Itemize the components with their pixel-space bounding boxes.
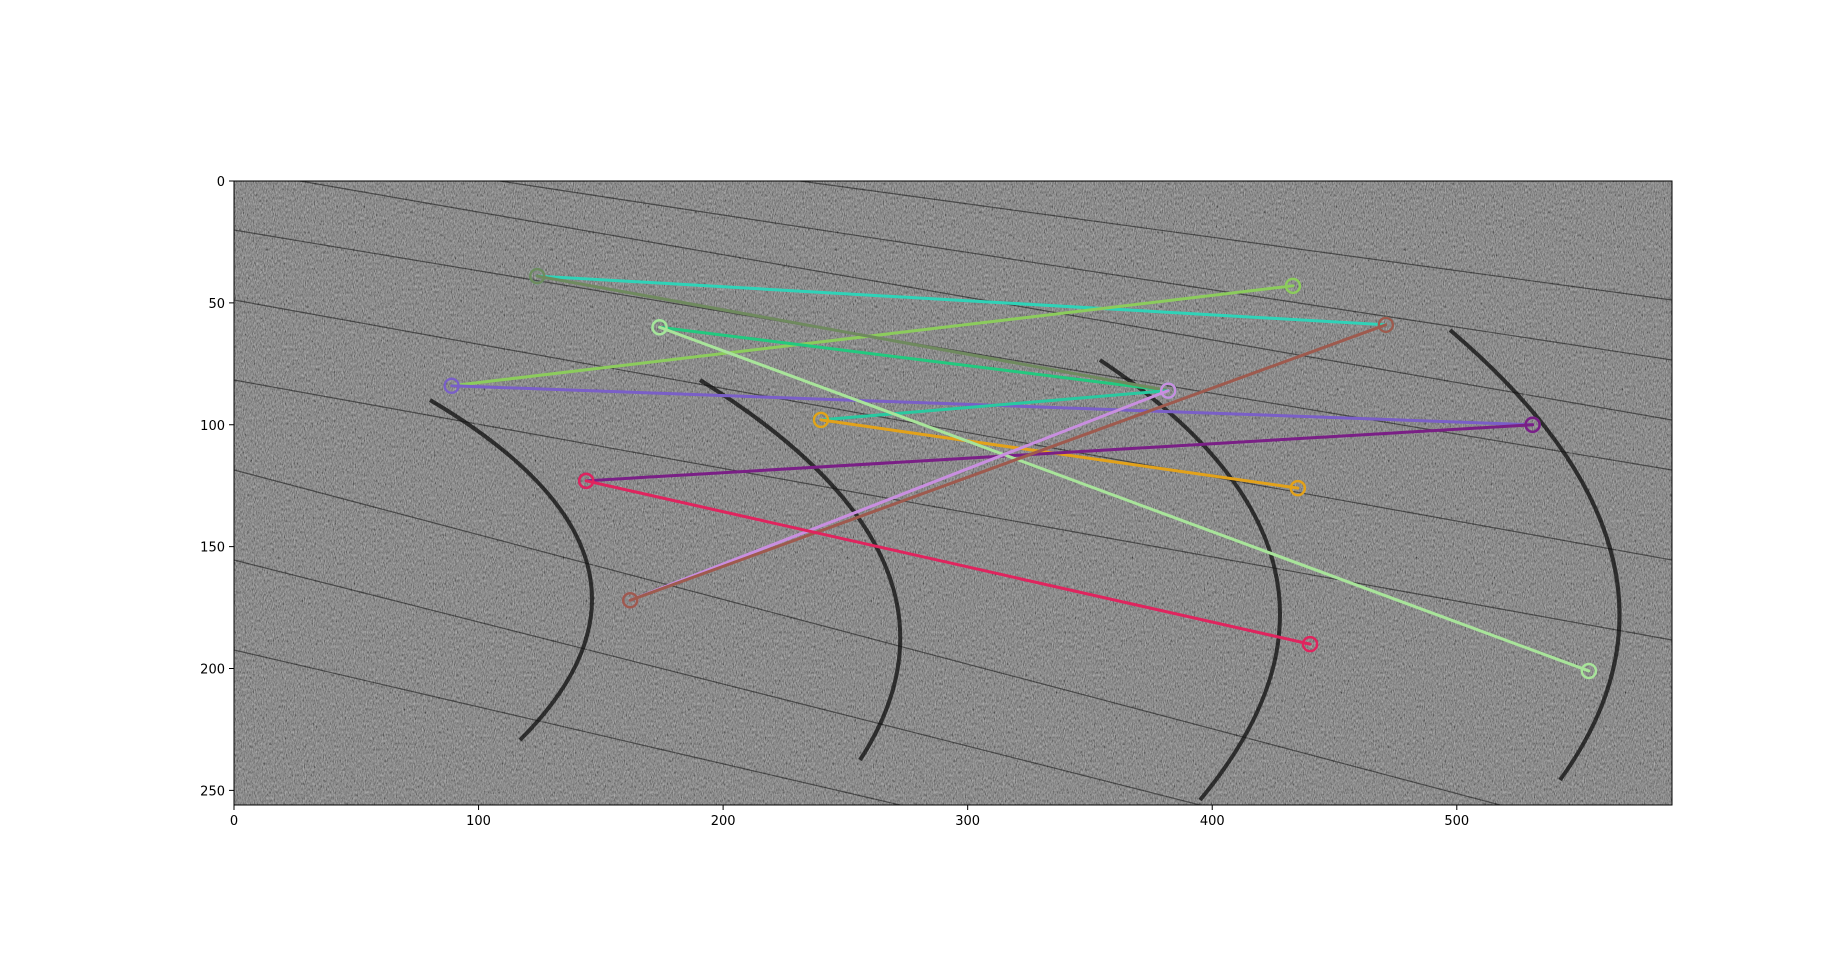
keypoint-right bbox=[1289, 479, 1307, 497]
sonar-arc-highlights bbox=[435, 327, 1627, 799]
x-tick-label: 0 bbox=[230, 814, 238, 829]
match-line bbox=[535, 274, 1388, 327]
y-tick-label: 50 bbox=[208, 297, 225, 312]
y-tick-label: 250 bbox=[200, 784, 225, 799]
match-line bbox=[658, 325, 1591, 673]
keypoint-left bbox=[443, 377, 460, 394]
x-tick-label: 400 bbox=[1200, 814, 1225, 829]
keypoint-right bbox=[1159, 382, 1177, 399]
match-9 bbox=[651, 319, 1598, 680]
match-11 bbox=[621, 316, 1395, 609]
y-tick-label: 0 bbox=[217, 175, 225, 190]
matches-layer bbox=[443, 267, 1598, 680]
plot-area bbox=[234, 181, 1672, 805]
y-tick-label: 200 bbox=[200, 663, 225, 678]
keypoint-left bbox=[529, 267, 546, 285]
match-12 bbox=[577, 472, 1319, 653]
y-tick-label: 100 bbox=[200, 419, 225, 434]
keypoint-right bbox=[1301, 635, 1319, 653]
keypoint-left bbox=[812, 411, 830, 429]
keypoint-right bbox=[1580, 662, 1598, 680]
keypoint-left bbox=[577, 472, 595, 490]
plot-frame bbox=[233, 180, 1673, 806]
x-axis: 0 100 200 300 400 500 bbox=[230, 805, 1469, 829]
y-axis: 0 50 100 150 200 250 bbox=[200, 175, 234, 799]
match-line bbox=[658, 325, 1170, 393]
sonar-image-texture bbox=[234, 181, 1672, 805]
keypoint-left bbox=[621, 592, 639, 609]
match-line bbox=[628, 323, 1388, 602]
sonar-arcs bbox=[428, 328, 1622, 802]
keypoint-right bbox=[1524, 416, 1541, 433]
match-line bbox=[584, 423, 1535, 483]
x-tick-label: 500 bbox=[1444, 814, 1469, 829]
keypoint-left bbox=[651, 319, 668, 336]
match-line bbox=[584, 479, 1312, 646]
x-tick-label: 300 bbox=[955, 814, 980, 829]
match-line bbox=[535, 274, 1170, 393]
match-line bbox=[819, 389, 1170, 422]
keypoint-right bbox=[1284, 277, 1302, 295]
y-tick-label: 150 bbox=[200, 541, 225, 556]
x-tick-label: 100 bbox=[466, 814, 491, 829]
x-tick-label: 200 bbox=[711, 814, 736, 829]
keypoint-right bbox=[1377, 316, 1395, 334]
match-line bbox=[628, 389, 1170, 602]
